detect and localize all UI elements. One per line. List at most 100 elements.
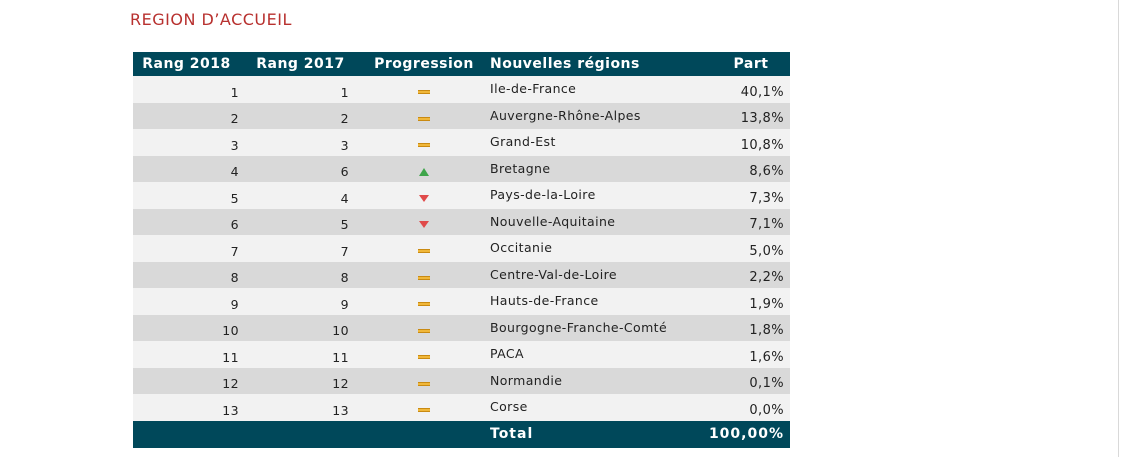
rank-2017-cell: 12: [240, 367, 361, 394]
region-cell-text: Nouvelle-Aquitaine: [490, 213, 616, 229]
rank-2018-cell: 11: [133, 341, 240, 368]
rank-2017-cell-text: 5: [340, 217, 349, 232]
rank-2018-cell-text: 7: [230, 243, 239, 259]
rank-2018-cell-text: 9: [230, 296, 239, 312]
table-row: 6 5 Nouvelle-Aquitaine 7,1%: [133, 208, 790, 235]
rank-2018-cell-text: 12: [222, 376, 239, 391]
part-cell: 7,1%: [702, 208, 790, 235]
progression-cell: [361, 288, 487, 315]
region-cell-text: Occitanie: [490, 240, 553, 255]
rank-2018-cell-text: 13: [222, 402, 239, 418]
rank-2018-cell: 7: [133, 235, 240, 262]
dash-icon: [418, 116, 430, 121]
table-row: 5 4 Pays-de-la-Loire 7,3%: [133, 182, 790, 209]
rank-2017-cell-text: 10: [332, 323, 349, 338]
rank-2018-cell-text: 3: [230, 137, 239, 153]
part-cell-text: 2,2%: [749, 270, 784, 285]
rank-2017-cell-text: 1: [340, 84, 349, 100]
rank-2018-cell: 3: [133, 129, 240, 156]
part-cell: 1,8%: [702, 314, 790, 341]
rank-2018-cell: 8: [133, 261, 240, 288]
rank-2018-cell: 12: [133, 367, 240, 394]
progression-cell: [361, 208, 487, 235]
region-cell-text: Hauts-de-France: [490, 293, 599, 308]
rank-2017-cell: 4: [240, 182, 361, 209]
table-footer-row: Total 100,00%: [133, 420, 790, 448]
region-cell-text: PACA: [490, 346, 524, 361]
rank-2018-cell-text: 2: [230, 111, 239, 126]
region-cell: Hauts-de-France: [487, 288, 702, 315]
region-cell: Normandie: [487, 367, 702, 394]
col-header-rank-2018: Rang 2018: [133, 52, 240, 76]
rank-2018-cell-text: 5: [230, 190, 239, 206]
dash-icon: [418, 275, 430, 280]
region-cell-text: Centre-Val-de-Loire: [490, 266, 617, 282]
rank-2017-cell: 5: [240, 208, 361, 235]
rank-2017-cell: 8: [240, 261, 361, 288]
part-cell-text: 40,1%: [740, 84, 784, 100]
table-row: 1 1 Ile-de-France 40,1%: [133, 76, 790, 103]
rank-2017-cell-text: 13: [332, 402, 349, 418]
rank-2018-cell-text: 6: [230, 217, 239, 232]
progression-cell: [361, 129, 487, 156]
rank-2018-cell-text: 1: [230, 84, 239, 100]
region-cell: Occitanie: [487, 235, 702, 262]
arrow-up-icon: [419, 167, 429, 176]
region-cell: Nouvelle-Aquitaine: [487, 208, 702, 235]
part-cell-text: 10,8%: [740, 137, 784, 153]
region-cell: PACA: [487, 341, 702, 368]
regions-table: Rang 2018 Rang 2017 Progression Nouvelle…: [133, 52, 790, 448]
region-cell: Auvergne-Rhône-Alpes: [487, 102, 702, 129]
col-header-rank-2017: Rang 2017: [240, 52, 361, 76]
arrow-down-icon: [419, 221, 429, 229]
progression-cell: [361, 76, 487, 103]
rank-2017-cell-text: 11: [332, 349, 349, 365]
rank-2018-cell-text: 11: [222, 349, 239, 365]
arrow-down-icon: [419, 194, 429, 202]
progression-cell: [361, 394, 487, 421]
rank-2017-cell: 2: [240, 102, 361, 129]
part-cell: 0,0%: [702, 394, 790, 421]
progression-cell: [361, 102, 487, 129]
rank-2017-cell-text: 7: [340, 243, 349, 259]
table-body: 1 1 Ile-de-France 40,1% 2 2 Auvergne-Rhône-Alp…: [133, 76, 790, 421]
dash-icon: [418, 355, 430, 360]
table-row: 11 11 PACA 1,6%: [133, 341, 790, 368]
rank-2018-cell: 10: [133, 314, 240, 341]
table-row: 7 7 Occitanie 5,0%: [133, 235, 790, 262]
part-cell-text: 1,9%: [749, 296, 784, 312]
region-cell: Pays-de-la-Loire: [487, 182, 702, 209]
page-divider: [1118, 0, 1119, 457]
part-cell: 2,2%: [702, 261, 790, 288]
region-cell-text: Corse: [490, 399, 528, 414]
rank-2018-cell-text: 10: [222, 323, 239, 338]
part-cell: 0,1%: [702, 367, 790, 394]
progression-cell: [361, 261, 487, 288]
rank-2017-cell: 3: [240, 129, 361, 156]
rank-2018-cell: 9: [133, 288, 240, 315]
rank-2017-cell: 9: [240, 288, 361, 315]
region-cell-text: Grand-Est: [490, 134, 556, 149]
section-title: REGION D’ACCUEIL: [130, 10, 292, 29]
footer-spacer: [133, 420, 487, 448]
footer-total-value: 100,00%: [702, 420, 790, 448]
region-cell: Corse: [487, 394, 702, 421]
progression-cell: [361, 235, 487, 262]
part-cell: 8,6%: [702, 155, 790, 182]
region-cell: Centre-Val-de-Loire: [487, 261, 702, 288]
part-cell-text: 13,8%: [740, 111, 784, 126]
rank-2018-cell: 13: [133, 394, 240, 421]
rank-2017-cell-text: 3: [340, 137, 349, 153]
rank-2018-cell-text: 4: [230, 164, 239, 179]
part-cell: 13,8%: [702, 102, 790, 129]
table-row: 3 3 Grand-Est 10,8%: [133, 129, 790, 156]
table-row: 13 13 Corse 0,0%: [133, 394, 790, 421]
part-cell: 1,9%: [702, 288, 790, 315]
rank-2017-cell-text: 12: [332, 376, 349, 391]
rank-2017-cell-text: 8: [340, 270, 349, 285]
part-cell-text: 8,6%: [749, 164, 784, 179]
footer-total-label: Total: [487, 420, 702, 448]
table-row: 9 9 Hauts-de-France 1,9%: [133, 288, 790, 315]
region-cell-text: Bourgogne-Franche-Comté: [490, 319, 668, 335]
rank-2018-cell-text: 8: [230, 270, 239, 285]
